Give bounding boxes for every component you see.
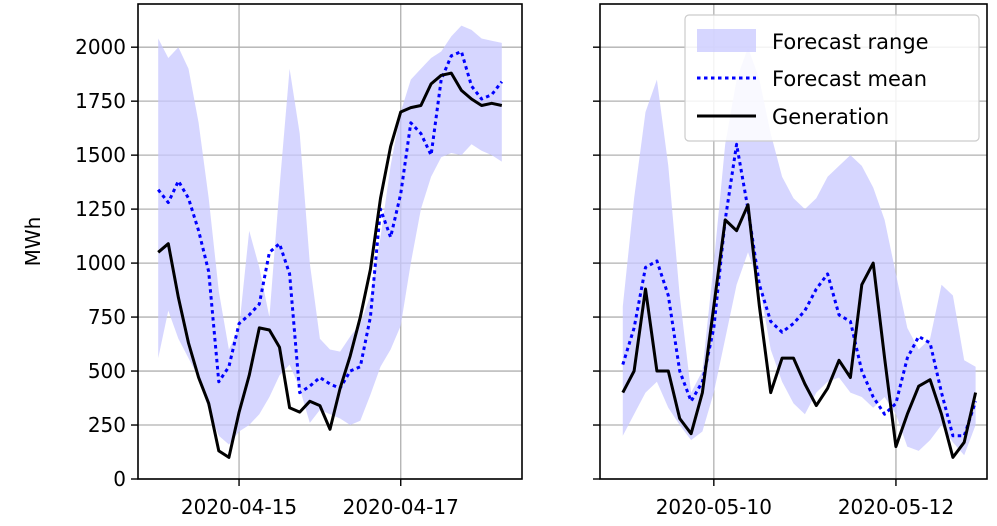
forecast-range-band [158,25,502,445]
y-tick-label: 0 [113,467,126,491]
x-tick-label: 2020-05-10 [656,495,772,519]
y-axis-label: MWh [21,217,45,267]
legend-label: Generation [772,105,889,129]
y-tick-label: 1250 [75,197,126,221]
legend-label: Forecast range [772,30,929,54]
y-tick-label: 250 [88,413,126,437]
legend-swatch-forecast-range [697,29,756,52]
y-tick-label: 2000 [75,35,126,59]
y-tick-label: 1750 [75,89,126,113]
legend: Forecast range Forecast mean Generation [684,14,980,142]
generation-line [157,71,503,459]
y-tick-label: 500 [88,359,126,383]
forecast-mean-line [621,142,978,438]
x-tick-label: 2020-05-12 [838,495,954,519]
left-panel: 0 250 500 750 1000 1250 1500 1750 2000 2020-04-15… [21,3,523,519]
y-tick-label: 1000 [75,251,126,275]
legend-label: Forecast mean [772,67,927,91]
y-tick-label: 750 [88,305,126,329]
legend-box [684,14,980,142]
y-tick-label: 1500 [75,143,126,167]
x-tick-label: 2020-04-17 [343,495,459,519]
axes-frame [137,3,523,480]
forecast-range-band [622,47,976,456]
generation-line [621,203,978,459]
axes-frame [599,3,988,480]
right-panel: 2020-05-10 2020-05-12 [593,3,988,519]
x-tick-label: 2020-04-15 [181,495,297,519]
forecast-mean-line [157,50,503,395]
